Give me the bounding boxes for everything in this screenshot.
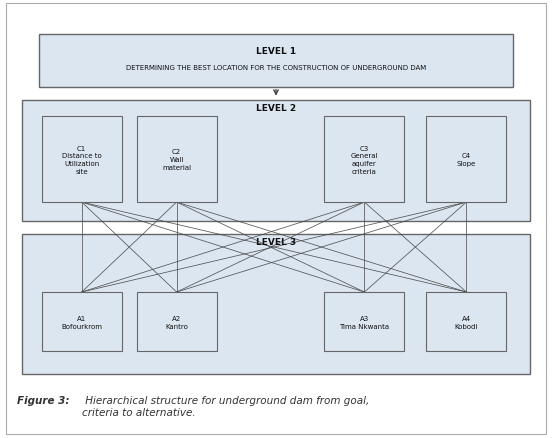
Text: C3
General
aquifer
criteria: C3 General aquifer criteria — [351, 145, 378, 174]
Text: A4
Kobodi: A4 Kobodi — [455, 315, 478, 329]
Text: A1
Bofourkrom: A1 Bofourkrom — [61, 315, 102, 329]
FancyBboxPatch shape — [22, 101, 530, 221]
Text: LEVEL 3: LEVEL 3 — [256, 238, 296, 247]
Text: C4
Slope: C4 Slope — [457, 153, 476, 167]
FancyBboxPatch shape — [6, 4, 546, 434]
FancyBboxPatch shape — [22, 234, 530, 374]
FancyBboxPatch shape — [137, 117, 216, 202]
Text: C2
Wall
material: C2 Wall material — [162, 149, 191, 170]
Text: Hierarchical structure for underground dam from goal,
criteria to alternative.: Hierarchical structure for underground d… — [82, 395, 369, 417]
Text: A3
Tima Nkwanta: A3 Tima Nkwanta — [339, 315, 389, 329]
FancyBboxPatch shape — [39, 35, 513, 88]
FancyBboxPatch shape — [325, 117, 404, 202]
FancyBboxPatch shape — [426, 117, 507, 202]
FancyBboxPatch shape — [426, 293, 507, 351]
FancyBboxPatch shape — [137, 293, 216, 351]
Text: LEVEL 1: LEVEL 1 — [256, 47, 296, 56]
Text: DETERMINING THE BEST LOCATION FOR THE CONSTRUCTION OF UNDERGROUND DAM: DETERMINING THE BEST LOCATION FOR THE CO… — [126, 65, 426, 71]
FancyBboxPatch shape — [42, 117, 121, 202]
Text: C1
Distance to
Utilization
site: C1 Distance to Utilization site — [62, 145, 102, 174]
FancyBboxPatch shape — [42, 293, 121, 351]
Text: Figure 3:: Figure 3: — [17, 395, 69, 405]
Text: LEVEL 2: LEVEL 2 — [256, 104, 296, 113]
Text: A2
Kantro: A2 Kantro — [165, 315, 188, 329]
FancyBboxPatch shape — [325, 293, 404, 351]
